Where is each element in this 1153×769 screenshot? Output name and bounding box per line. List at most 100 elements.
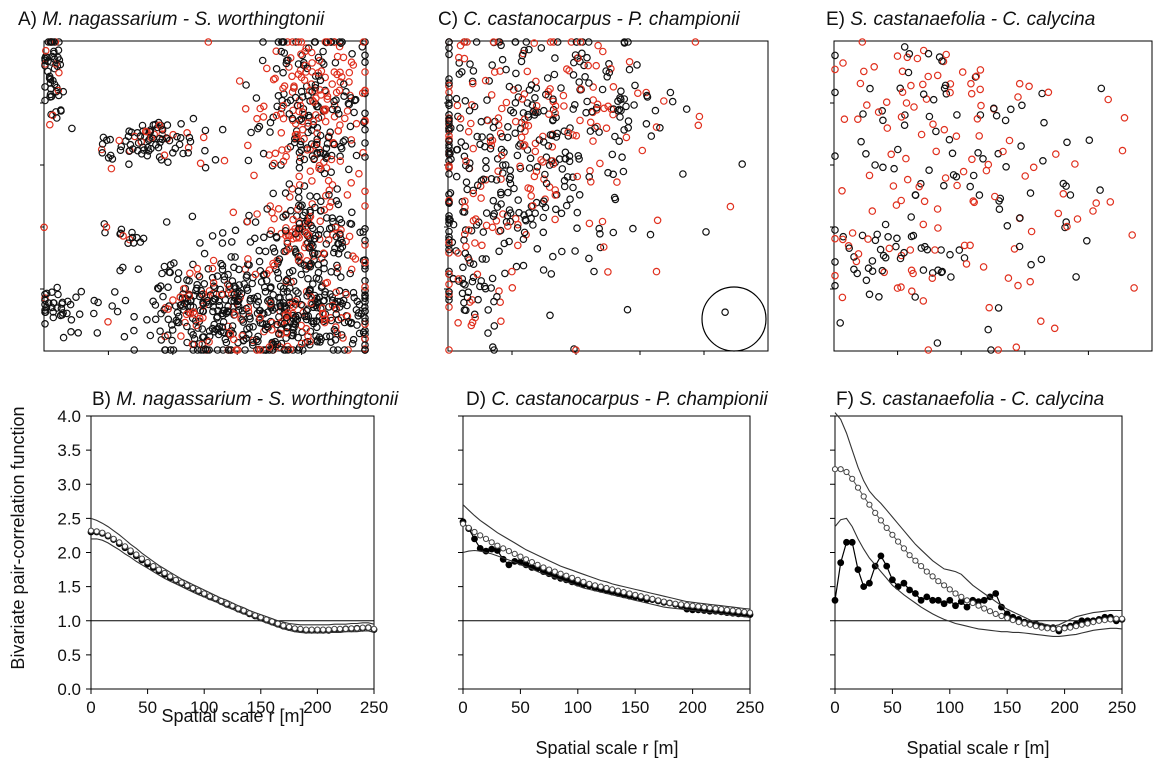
panel-c-point-species-a [459, 263, 467, 272]
panel-a-point-species-b [192, 321, 201, 330]
panel-a-point-species-a [332, 310, 341, 319]
panel-a-point-species-b [229, 208, 238, 217]
panel-a-point-species-b [235, 77, 244, 85]
panel-a-point-species-a [239, 336, 248, 345]
panel-a-point-species-b [327, 155, 336, 164]
panel-c-point-species-b [487, 91, 496, 99]
panel-e-point-species-a [831, 258, 839, 266]
panel-b-expected-point [365, 624, 372, 631]
panel-a-point-species-a [311, 203, 319, 212]
panel-b-expected-point [223, 600, 230, 607]
panel-a-point-species-a [326, 332, 334, 341]
panel-a-point-species-a [222, 338, 231, 347]
panel-a-point-species-a [254, 297, 263, 306]
panel-c-point-species-a [477, 177, 486, 185]
panel-a-point-species-b [347, 136, 356, 144]
panel-e-point-species-b [959, 167, 968, 176]
panel-a-point-species-a [328, 214, 337, 222]
panel-c-point-species-b [482, 221, 491, 230]
panel-a-point-species-a [260, 270, 268, 279]
panel-a-point-species-a [272, 65, 281, 73]
panel-c-point-species-b [531, 139, 540, 148]
panel-a-point-species-a [218, 239, 227, 247]
panel-c-point-species-b [524, 121, 533, 130]
panel-b-expected-point [178, 579, 185, 586]
panel-a-point-species-a [242, 273, 251, 281]
panel-c-point-species-a [485, 77, 494, 85]
panel-f-observed-point [871, 562, 879, 570]
panel-a-point-species-a [291, 230, 300, 238]
panel-d-expected-point [591, 582, 599, 589]
panel-c-point-species-a [506, 106, 515, 115]
panel-a-point-species-a [113, 307, 122, 316]
panel-c-point-species-b [625, 57, 634, 66]
panel-c-point-species-a [482, 164, 490, 173]
panel-a-point-species-b [323, 38, 332, 46]
panel-d-upper-envelope [462, 504, 751, 610]
panel-a-point-species-b [176, 293, 185, 302]
panel-a-point-species-a [269, 189, 278, 198]
panel-e-point-species-a [879, 251, 888, 260]
panel-f-lower-envelope [834, 517, 1123, 637]
panel-a-point-species-a [307, 317, 316, 326]
panel-a-point-scattered [40, 223, 48, 232]
panel-a-point-species-a [41, 308, 50, 317]
panel-c-point-scattered [682, 105, 691, 113]
panel-d-expected-point [712, 605, 719, 612]
panel-a-point-species-b [358, 89, 367, 97]
panel-a-point-species-b [277, 129, 286, 137]
panel-f-observed-point [848, 538, 856, 546]
panel-a-point-species-a [205, 346, 213, 354]
panel-c-point-species-a [647, 132, 656, 140]
panel-e-point-species-b [831, 65, 839, 74]
panel-a-point-species-b [289, 215, 297, 224]
panel-a-point-species-b [294, 70, 303, 79]
panel-d-frame [462, 415, 751, 690]
panel-c-point-species-b [464, 226, 473, 234]
panel-a-point-species-a [237, 289, 246, 298]
panel-a-point-species-b [300, 134, 308, 143]
panel-e-point-species-a [1006, 105, 1015, 114]
panel-a-point-species-a [145, 135, 154, 143]
panel-c-point-species-b [445, 290, 453, 298]
panel-a-point-species-b [271, 149, 280, 158]
panel-f-expected-point [831, 466, 839, 473]
panel-c-point-species-b [572, 346, 580, 354]
panel-c-point-species-a [489, 196, 498, 205]
panel-a-point-species-a [243, 286, 252, 295]
panel-c-point-species-a [512, 262, 521, 271]
panel-a-point-species-a [50, 38, 58, 46]
panel-c-point-species-a [449, 220, 458, 229]
panel-a-point-species-b [205, 338, 213, 346]
panel-c-point-species-a [518, 51, 527, 60]
panel-a-point-species-a [309, 303, 318, 312]
panel-a-point-species-b [107, 164, 116, 173]
panel-a-point-species-a [171, 302, 180, 310]
panel-a-point-species-a [357, 309, 366, 318]
panel-b-y-tick-label: 1.0 [57, 612, 81, 631]
panel-e-point-species-a [1083, 237, 1091, 245]
panel-c-point-species-a [522, 38, 531, 46]
panel-a-point-species-b [185, 292, 194, 300]
panel-a-point-species-b [274, 205, 283, 213]
panel-a-point-species-b [279, 101, 288, 110]
panel-c-point-species-a [571, 247, 579, 255]
panel-e-point-species-b [840, 115, 849, 124]
panel-f-expected-point [969, 599, 976, 607]
panel-a-point-species-a [210, 327, 219, 336]
panel-a-point-species-a [220, 272, 229, 281]
panel-a-point-species-b [329, 139, 338, 147]
panel-e-point-species-b [915, 182, 924, 191]
panel-a-point-species-a [307, 140, 316, 148]
panel-c-point-species-b [596, 159, 604, 168]
panel-e-point-species-b [953, 181, 961, 190]
panel-c-point-species-a [561, 155, 570, 163]
panel-c-point-species-a [487, 284, 496, 292]
panel-a-point-species-a [175, 140, 184, 149]
panel-c-point-species-a [455, 59, 464, 67]
panel-c-point-species-a [575, 191, 584, 199]
panel-a-point-scattered [162, 134, 171, 142]
panel-c-point-species-a [486, 133, 494, 142]
panel-f-expected-point [1015, 619, 1022, 626]
panel-a-point-species-b [321, 73, 330, 82]
